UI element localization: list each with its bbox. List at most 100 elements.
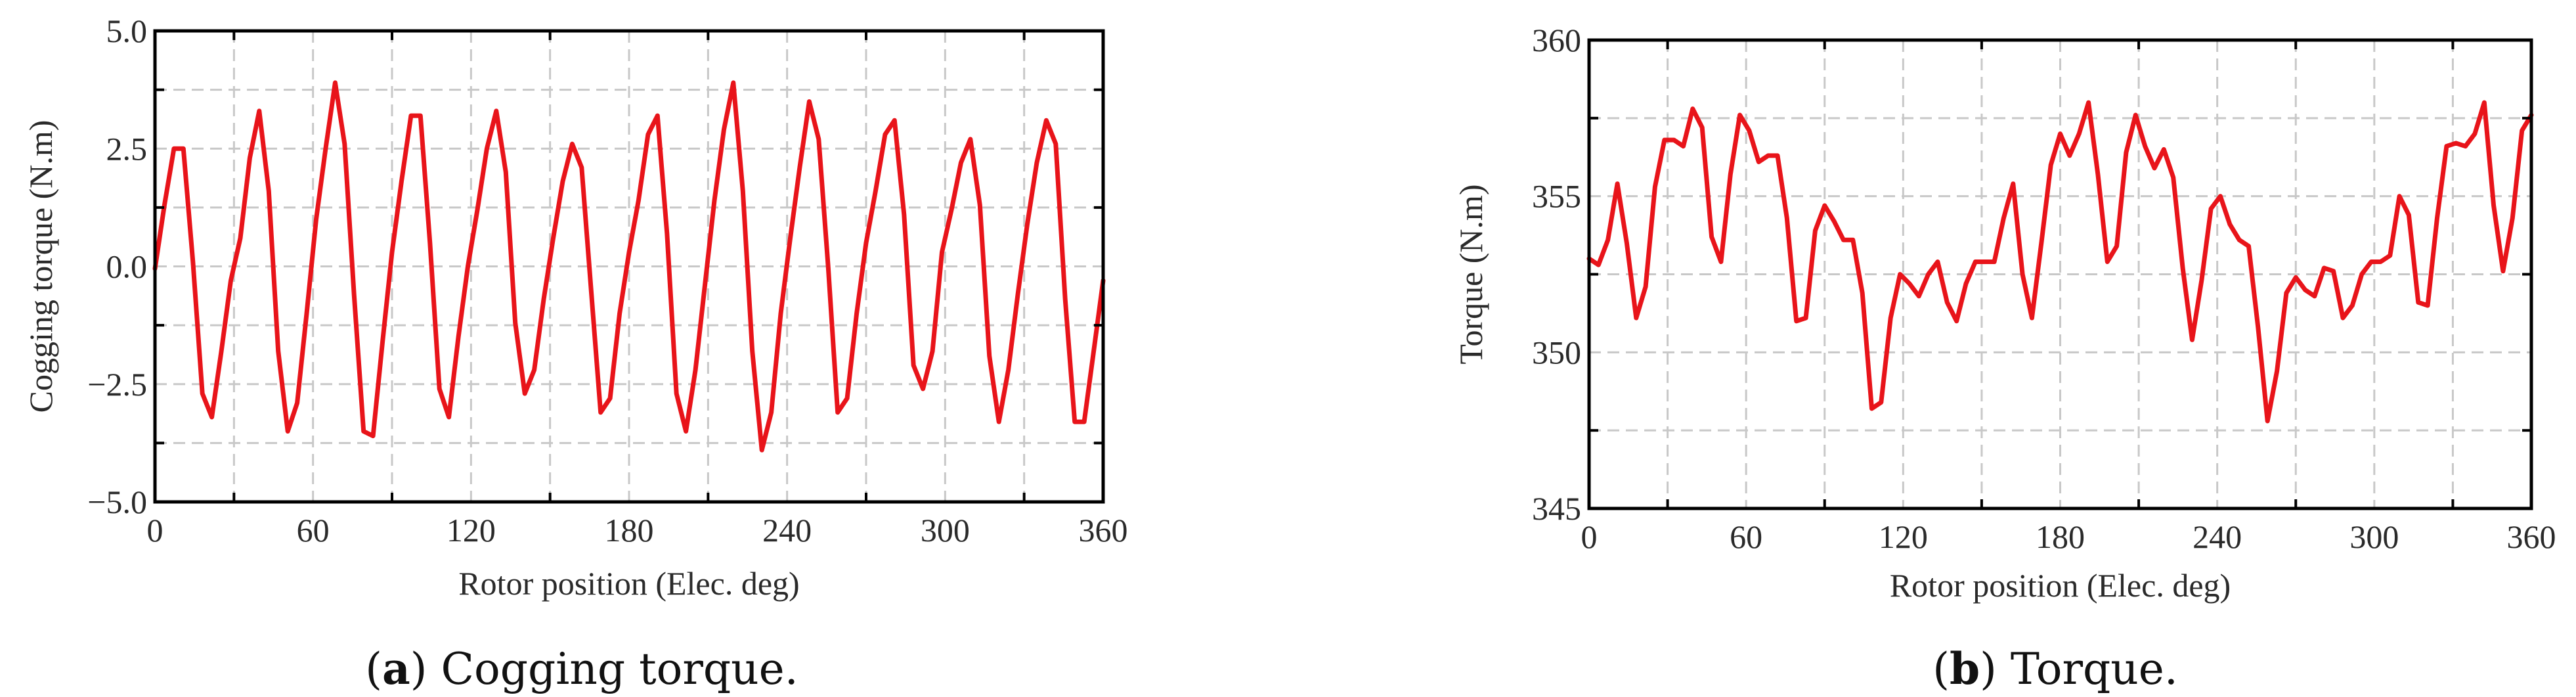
cogging-xtick-label: 360 (1079, 512, 1128, 549)
torque-data-point (2521, 130, 2522, 131)
torque-data-point (1617, 183, 1618, 184)
cogging-data-point (173, 148, 174, 149)
torque-data-point (2352, 305, 2353, 306)
torque-data-point (1947, 302, 1948, 303)
torque-data-point (2079, 133, 2080, 134)
cogging-data-point (989, 355, 990, 356)
cogging-data-point (164, 205, 165, 206)
cogging-ytick-label: 2.5 (106, 130, 148, 167)
cogging-data-point (837, 412, 838, 413)
torque-data-point (2211, 208, 2212, 209)
cogging-data-point (884, 134, 885, 135)
cogging-plot-frame (153, 29, 1105, 504)
cogging-ticks (155, 31, 1103, 502)
cogging-data-point (1027, 223, 1028, 224)
cogging-xtick-label: 180 (605, 512, 654, 549)
cogging-ytick-label: −5.0 (87, 483, 147, 520)
cogging-series-line (152, 80, 1106, 453)
torque-data-point (1739, 115, 1740, 116)
cogging-xtick-label: 60 (297, 512, 330, 549)
cogging-data-point (913, 365, 914, 366)
cogging-data-point (866, 242, 867, 243)
torque-data-point (1984, 261, 1985, 262)
torque-ytick-label: 345 (1532, 490, 1581, 527)
torque-data-point (2022, 274, 2023, 275)
torque-data-point (2267, 420, 2268, 421)
torque-xtick-label: 300 (2349, 518, 2399, 555)
cogging-data-point (647, 134, 648, 135)
torque-data-point (1890, 318, 1891, 319)
torque-data-point (1730, 174, 1731, 175)
cogging-data-point (458, 337, 459, 338)
torque-data-point (1702, 127, 1703, 128)
torque-ytick-label: 350 (1532, 334, 1581, 371)
cogging-data-point (192, 261, 193, 262)
torque-data-point (2371, 261, 2372, 262)
cogging-caption: (a) Cogging torque. (365, 643, 798, 694)
cogging-data-point (354, 294, 355, 295)
cogging-series (152, 80, 1106, 453)
cogging-data-point (562, 181, 563, 182)
torque-data-point (1720, 261, 1721, 262)
torque-data-point (2324, 267, 2325, 268)
torque-data-point (2060, 133, 2061, 134)
cogging-torque-panel: 0 60 120 180 240 300 360 −5.0 −2.5 0.0 2.5 5.0 Rot… (22, 12, 1128, 694)
cogging-ytick-label: −2.5 (87, 366, 147, 403)
torque-data-point (2003, 217, 2004, 218)
cogging-ytick-labels: −5.0 −2.5 0.0 2.5 5.0 (87, 12, 147, 520)
torque-data-point (2343, 318, 2344, 319)
cogging-data-point (1046, 120, 1047, 121)
cogging-data-point (828, 266, 829, 267)
torque-xtick-label: 120 (1879, 518, 1928, 555)
cogging-data-point (619, 313, 620, 314)
torque-data-point (2484, 102, 2485, 103)
cogging-ytick-label: 5.0 (106, 12, 148, 49)
torque-data-point (2474, 133, 2475, 134)
cogging-data-point (1065, 299, 1066, 300)
torque-ytick-label: 355 (1532, 178, 1581, 215)
cogging-data-point (429, 242, 430, 243)
cogging-data-point (581, 167, 582, 168)
torque-caption-letter: b (1950, 643, 1980, 694)
torque-grid (1589, 40, 2531, 508)
cogging-data-point (638, 200, 639, 201)
torque-caption-open: ( (1932, 644, 1950, 694)
cogging-xtick-labels: 0 60 120 180 240 300 360 (147, 512, 1128, 549)
cogging-data-point (448, 416, 449, 417)
cogging-data-point (344, 144, 345, 145)
torque-caption: (b) Torque. (1932, 643, 2178, 694)
torque-data-point (2380, 261, 2381, 262)
cogging-caption-letter: a (382, 643, 410, 694)
cogging-data-point (676, 393, 677, 394)
torque-data-point (1975, 261, 1976, 262)
cogging-xtick-label: 240 (762, 512, 812, 549)
cogging-data-point (534, 370, 535, 371)
torque-data-point (2135, 115, 2136, 116)
cogging-ytick-label: 0.0 (106, 248, 148, 285)
cogging-x-axis-title: Rotor position (Elec. deg) (458, 565, 799, 602)
cogging-data-point (439, 388, 440, 389)
cogging-data-point (695, 370, 696, 371)
torque-data-point (1909, 283, 1910, 284)
cogging-data-point (600, 412, 601, 413)
torque-caption-text: Torque. (2011, 644, 2178, 694)
torque-data-point (2361, 274, 2362, 275)
torque-caption-close: ) (1980, 644, 2011, 694)
cogging-data-point (401, 181, 402, 182)
cogging-xtick-label: 300 (921, 512, 970, 549)
cogging-data-point (1055, 144, 1056, 145)
torque-data-point (1871, 408, 1872, 409)
torque-data-point (1966, 283, 1967, 284)
cogging-data-point (363, 431, 364, 432)
cogging-data-point (1036, 162, 1037, 163)
cogging-data-point (894, 120, 895, 121)
torque-series-line (1586, 100, 2534, 424)
cogging-data-point (572, 144, 573, 145)
torque-data-point (1815, 230, 1816, 231)
torque-data-point (1626, 242, 1627, 243)
cogging-y-axis-title: Cogging torque (N.m) (22, 120, 59, 413)
torque-xtick-label: 360 (2507, 518, 2556, 555)
torque-data-point (1928, 274, 1929, 275)
torque-ytick-labels: 345 350 355 360 (1532, 22, 1581, 527)
